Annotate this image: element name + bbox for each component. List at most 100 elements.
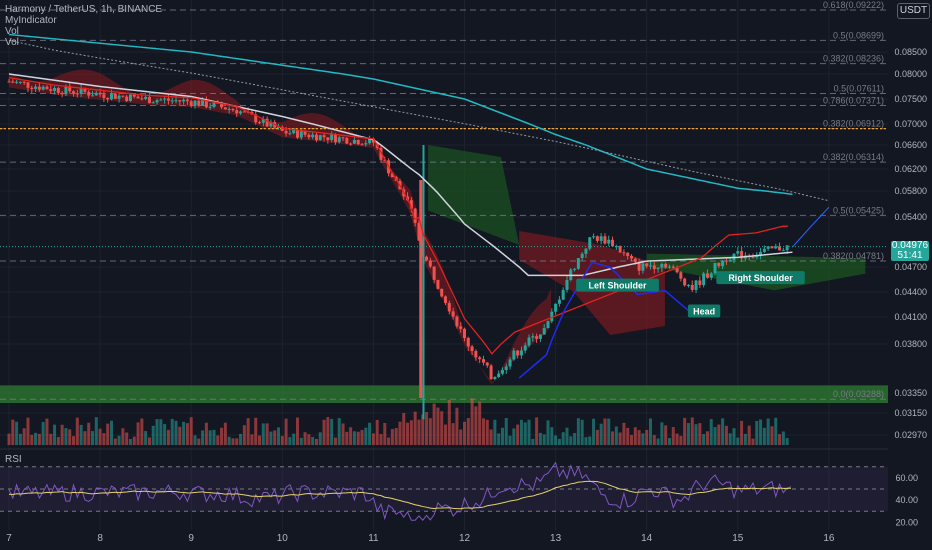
volume-bar <box>406 422 410 445</box>
volume-bar <box>292 433 296 445</box>
volume-bar <box>246 418 250 445</box>
candle-body <box>330 134 334 141</box>
volume-bar <box>147 437 151 445</box>
price-tick-label: 0.08000 <box>894 69 927 79</box>
volume-bar <box>394 428 398 445</box>
volume-bar <box>686 423 690 445</box>
candle-body <box>349 143 353 145</box>
volume-bar <box>303 432 307 445</box>
candle-body <box>637 261 641 271</box>
candle-body <box>413 208 417 223</box>
volume-bar <box>497 433 501 445</box>
volume-bar <box>573 433 577 445</box>
candle-body <box>459 326 463 329</box>
fib-label: 0.786(0.07371) <box>823 95 884 105</box>
annotation-box <box>576 278 659 292</box>
volume-bar <box>117 435 121 445</box>
rsi-tick-label: 60.00 <box>895 473 918 483</box>
price-axis[interactable]: 0.08500 0.08000 0.07500 0.07000 0.06600 0.062… <box>894 47 927 440</box>
volume-bar <box>109 420 113 445</box>
candle-body <box>345 138 349 144</box>
volume-bar <box>311 436 315 445</box>
volume-bar <box>277 427 281 445</box>
candle-body <box>740 251 744 259</box>
volume-bar <box>459 429 463 445</box>
candle-body <box>265 118 269 127</box>
price-tick-label: 0.02970 <box>894 430 927 440</box>
candle-body <box>523 345 527 351</box>
volume-bar <box>121 428 125 445</box>
volume-bar <box>30 434 34 445</box>
indicator-vol[interactable]: Vol <box>5 26 19 37</box>
volume-bar <box>250 434 254 445</box>
fib-label: 0.382(0.06912) <box>823 119 884 129</box>
volume-bar <box>7 433 11 445</box>
volume-bar <box>440 411 444 445</box>
candle-body <box>728 260 732 262</box>
candle-body <box>352 139 356 144</box>
candle-body <box>318 135 322 141</box>
fib-label: 0.382(0.08236) <box>823 54 884 64</box>
symbol-title[interactable]: Harmony / TetherUS, 1h, BINANCE <box>5 4 163 15</box>
candle-body <box>595 236 599 241</box>
candle-body <box>223 107 227 110</box>
volume-bar <box>626 427 630 445</box>
bar-countdown: 51:41 <box>897 250 923 261</box>
candle-body <box>288 133 292 135</box>
candle-body <box>736 251 740 254</box>
volume-bar <box>709 419 713 445</box>
candle-body <box>417 222 421 241</box>
candle-body <box>56 88 60 93</box>
candle-body <box>447 303 451 312</box>
candle-body <box>705 273 709 278</box>
candle-body <box>292 129 296 134</box>
volume-bar <box>713 427 717 445</box>
candle-body <box>500 370 504 374</box>
volume-bar <box>166 429 170 445</box>
candle-body <box>7 81 11 83</box>
candle-body <box>277 127 281 129</box>
time-tick-label: 12 <box>459 533 471 544</box>
candle-body <box>18 81 22 83</box>
volume-bar <box>455 407 459 445</box>
rsi-pane[interactable]: 60.00 40.00 20.00 <box>0 448 918 527</box>
volume-bar <box>83 431 87 445</box>
candle-body <box>527 337 531 346</box>
volume-bar <box>201 430 205 445</box>
volume-bar <box>652 435 656 445</box>
volume-bar <box>645 429 649 445</box>
time-axis[interactable]: 7 8 9 10 11 12 13 14 15 16 <box>6 533 835 544</box>
volume-bar <box>493 419 497 445</box>
price-tick-label: 0.07500 <box>894 94 927 104</box>
volume-bar <box>690 417 694 445</box>
volume-bar <box>37 433 41 445</box>
indicator-myindicator[interactable]: MyIndicator <box>5 15 57 26</box>
price-tick-label: 0.05400 <box>894 212 927 222</box>
candle-body <box>11 81 15 83</box>
volume-bar <box>428 418 432 445</box>
candle-body <box>170 100 174 102</box>
rsi-label[interactable]: RSI <box>5 454 22 465</box>
volume-bar <box>576 418 580 445</box>
candle-body <box>220 102 224 108</box>
volume-bar <box>204 422 208 445</box>
candle-body <box>239 111 243 114</box>
candle-body <box>379 147 383 160</box>
volume-bar <box>337 418 341 445</box>
indicator-vol-2[interactable]: Vol <box>5 37 19 48</box>
volume-bar <box>170 418 174 445</box>
candle-body <box>303 131 307 135</box>
candle-body <box>94 92 98 96</box>
volume-bar <box>106 423 110 445</box>
volume-bar <box>717 424 721 445</box>
candle-body <box>166 98 170 101</box>
volume-bar <box>554 435 558 445</box>
volume-bar <box>721 418 725 445</box>
volume-bar <box>466 418 470 445</box>
candle-body <box>683 278 687 286</box>
currency-button[interactable]: USDT <box>897 3 930 19</box>
candle-body <box>721 260 725 267</box>
candle-body <box>106 97 110 100</box>
volume-bar <box>64 428 68 445</box>
